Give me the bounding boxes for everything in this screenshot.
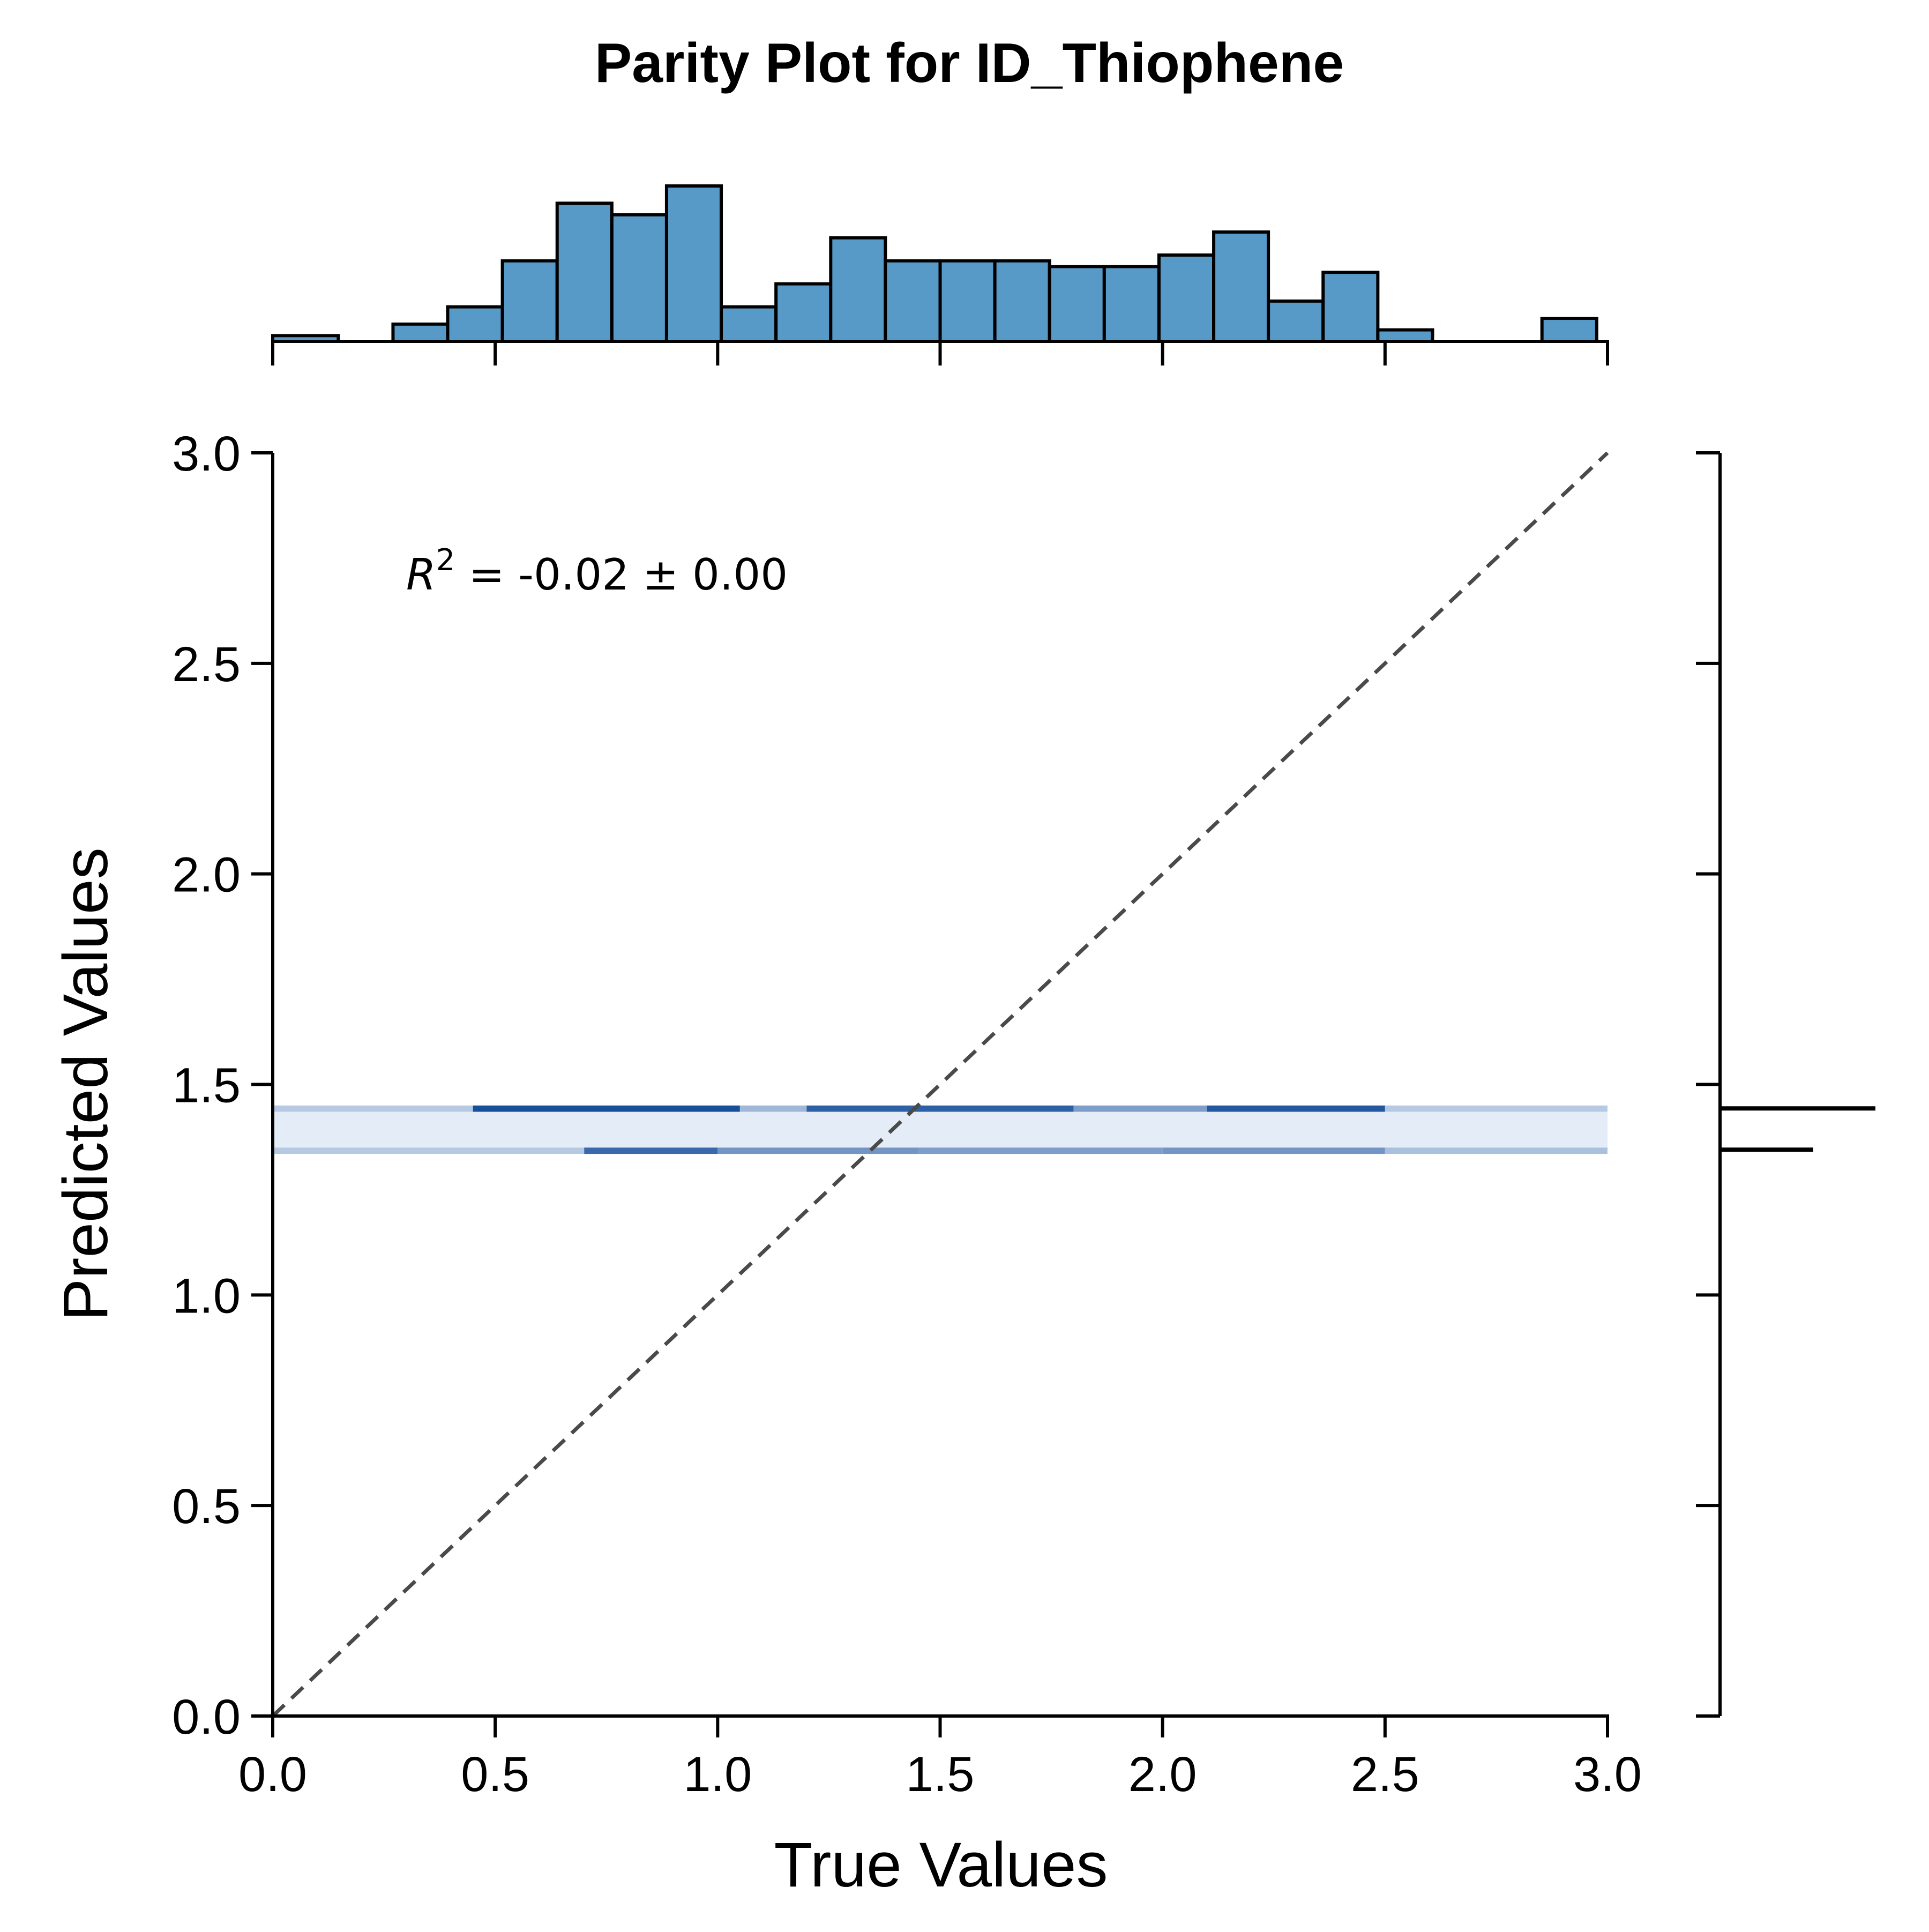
histogram-bar bbox=[1540, 317, 1598, 344]
x-tick-label: 3.0 bbox=[1573, 1747, 1642, 1802]
histogram-bar bbox=[1048, 265, 1106, 343]
y-tick-label: 0.5 bbox=[172, 1479, 241, 1534]
histogram-bar bbox=[938, 259, 997, 344]
density-cell bbox=[739, 1105, 807, 1112]
density-cell bbox=[806, 1105, 1074, 1112]
histogram-bar bbox=[829, 236, 887, 343]
histogram-bar bbox=[1267, 299, 1325, 344]
density-cell bbox=[584, 1147, 718, 1154]
y-tick-label: 3.0 bbox=[172, 427, 241, 481]
x-tick-label: 0.5 bbox=[461, 1747, 529, 1802]
density-cell bbox=[1385, 1105, 1608, 1112]
density-cell bbox=[1162, 1147, 1385, 1154]
density-cell bbox=[1385, 1147, 1608, 1154]
density-cell bbox=[1073, 1105, 1207, 1112]
histogram-bar bbox=[1212, 230, 1270, 344]
histogram-bar bbox=[555, 202, 614, 343]
density-cell bbox=[273, 1112, 1608, 1148]
y-tick-label: 2.5 bbox=[172, 637, 241, 692]
right-marginal bbox=[1696, 451, 1875, 1718]
histogram-bar bbox=[610, 213, 668, 343]
density-cell bbox=[717, 1147, 918, 1154]
density-cell bbox=[917, 1147, 1163, 1154]
r2-annotation: R2 = -0.02 ± 0.00 bbox=[406, 543, 788, 600]
histogram-bar bbox=[1102, 265, 1161, 343]
r2-symbol: R bbox=[406, 550, 436, 600]
histogram-bar bbox=[993, 259, 1051, 344]
y-tick-label: 1.0 bbox=[172, 1269, 241, 1323]
density-cell bbox=[273, 1105, 473, 1112]
x-axis-ticks: 0.0 0.5 1.0 1.5 2.0 2.5 3.0 bbox=[238, 1716, 1642, 1802]
x-tick-label: 0.0 bbox=[238, 1747, 307, 1802]
y-tick-label: 2.0 bbox=[172, 848, 241, 902]
x-tick-label: 2.0 bbox=[1128, 1747, 1197, 1802]
histogram-bar bbox=[446, 305, 504, 343]
histogram-bar bbox=[1157, 253, 1216, 343]
y-axis-ticks: 0.0 0.5 1.0 1.5 2.0 2.5 3.0 bbox=[172, 427, 273, 1744]
histogram-bar bbox=[774, 282, 833, 343]
density-cell bbox=[473, 1105, 740, 1112]
r2-exponent: 2 bbox=[436, 543, 455, 578]
histogram-bar bbox=[664, 184, 723, 343]
density-cell bbox=[273, 1147, 585, 1154]
top-histogram-axis bbox=[271, 340, 1609, 365]
y-tick-label: 1.5 bbox=[172, 1058, 241, 1113]
x-tick-label: 1.0 bbox=[683, 1747, 752, 1802]
histogram-bar bbox=[720, 305, 778, 343]
y-tick-label: 0.0 bbox=[172, 1690, 241, 1744]
density-band bbox=[273, 1105, 1608, 1154]
y-axis-label: Predicted Values bbox=[50, 847, 121, 1321]
parity-line bbox=[271, 451, 1609, 1718]
density-cell bbox=[1207, 1105, 1385, 1112]
chart-title: Parity Plot for ID_Thiophene bbox=[595, 32, 1344, 94]
r2-value-text: = -0.02 ± 0.00 bbox=[455, 550, 788, 600]
x-tick-label: 1.5 bbox=[906, 1747, 975, 1802]
histogram-bar bbox=[1376, 328, 1434, 343]
histogram-bar bbox=[884, 259, 942, 344]
x-axis-label: True Values bbox=[774, 1830, 1108, 1900]
histogram-bar bbox=[1321, 271, 1380, 343]
x-tick-label: 2.5 bbox=[1351, 1747, 1419, 1802]
histogram-bar bbox=[500, 259, 559, 344]
histogram-bar bbox=[391, 322, 450, 343]
